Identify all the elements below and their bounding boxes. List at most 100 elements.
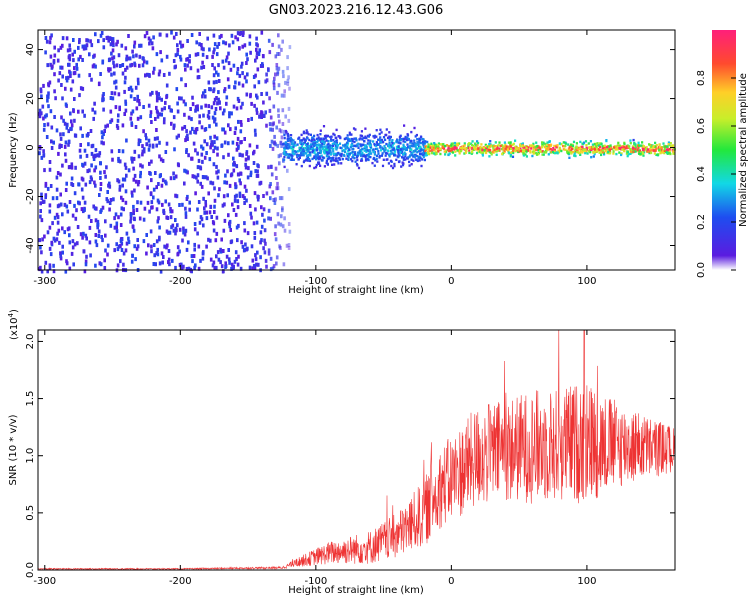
spectrogram-cell [92,116,95,121]
spectrogram-cell [327,142,330,146]
spectrogram-cell [41,104,45,109]
spectrogram-cell [197,266,201,271]
spectrogram-cell [61,244,64,249]
spectrogram-cell [582,141,586,144]
spectrogram-cell [269,216,272,221]
spectrogram-cell [458,142,461,145]
spectrogram-cell [236,205,240,210]
spectrogram-cell [78,201,81,206]
spectrogram-cell [49,252,53,257]
spectrogram-cell [165,95,168,100]
spectrogram-cell [519,147,522,150]
spectrogram-cell [593,152,596,156]
spectrogram-cell [529,150,532,153]
spectrogram-cell [510,147,513,151]
spectrogram-cell [283,165,286,169]
spectrogram-cell [181,202,184,207]
spectrogram-cell [136,77,140,82]
spectrogram-cell [131,224,135,229]
spectrogram-cell [248,204,252,208]
spectrogram-cell [658,148,661,152]
spectrogram-cell [94,148,98,153]
spectrogram-cell [284,146,287,149]
spectrogram-cell [437,150,440,153]
spectrogram-cell [228,43,231,48]
spectrogram-cell [426,147,429,151]
spectrogram-cell [244,162,247,167]
spectrogram-cell [492,147,495,150]
spectrogram-cell [567,143,570,146]
spectrogram-cell [510,151,513,154]
spectrogram-cell [202,91,205,96]
spectrogram-cell [224,261,227,266]
spectrogram-cell [260,115,263,119]
spectrogram-cell [61,36,65,41]
spectrogram-cell [344,147,347,151]
spectrogram-cell [593,148,596,151]
spectrogram-cell [560,149,563,153]
spectrogram-cell [175,32,178,36]
spectrogram-cell [124,101,128,106]
spectrogram-cell [642,154,645,157]
spectrogram-cell [62,118,65,123]
spectrogram-cell [204,175,208,180]
spectrogram-cell [63,144,67,149]
spectrogram-cell [302,146,305,150]
spectrogram-cell [190,117,193,122]
spectrogram-cell [71,183,75,187]
spectrogram-cell [307,153,310,157]
spectrogram-cell [96,222,99,227]
spectrogram-cell [207,104,210,109]
spectrogram-cell [160,251,164,256]
spectrogram-cell [67,129,70,134]
spectrogram-cell [123,89,126,94]
spectrogram-cell [340,152,343,156]
spectrogram-cell [170,108,173,113]
spectrogram-cell [375,157,378,161]
spectrogram-cell [81,58,84,62]
spectrogram-cell [255,144,259,149]
spectrogram-cell [125,138,128,143]
spectrogram-cell [618,151,621,154]
spectrogram-cell [213,42,217,47]
spectrogram-cell [274,197,277,202]
spectrogram-cell [183,63,187,68]
spectrogram-cell [390,160,393,163]
spectrogram-cell [325,161,328,165]
spectrogram-cell [73,66,76,71]
spectrogram-cell [182,230,185,235]
spectrogram-cell [275,125,278,130]
spectrogram-cell [271,266,275,271]
spectrogram-cell [562,144,565,148]
spectrogram-cell [283,158,286,161]
spectrogram-cell [380,140,383,144]
spectrogram-cell [375,129,378,132]
spectrogram-cell [65,204,69,209]
colorbar-label: Normalized spectral amplitude [738,73,749,227]
spectrogram-cell [541,143,544,146]
spectrogram-cell [137,180,141,184]
spectrogram-cell [125,54,129,59]
spectrogram-cell [300,133,303,137]
spectrogram-cell [132,204,135,209]
spectrogram-cell [302,160,305,164]
spectrogram-cell [634,145,637,148]
spectrogram-cell [183,181,186,186]
spectrogram-cell [99,170,102,175]
spectrogram-cell [419,141,422,145]
spectrogram-cell [351,139,354,143]
spectrogram-cell [257,80,261,85]
spectrogram-cell [133,40,137,45]
spectrogram-cell [357,151,360,154]
spectrogram-cell [180,77,183,82]
spectrogram-cell [183,125,187,129]
spectrogram-cell [509,141,512,144]
spectrogram-cell [277,154,281,159]
spectrogram-cell [276,181,279,186]
spectrogram-cell [253,191,257,196]
spectrogram-cell [204,94,207,99]
spectrogram-cell [274,54,278,59]
spectrogram-cell [133,44,136,49]
spectrogram-cell [81,177,85,182]
spectrogram-cell [151,144,155,149]
